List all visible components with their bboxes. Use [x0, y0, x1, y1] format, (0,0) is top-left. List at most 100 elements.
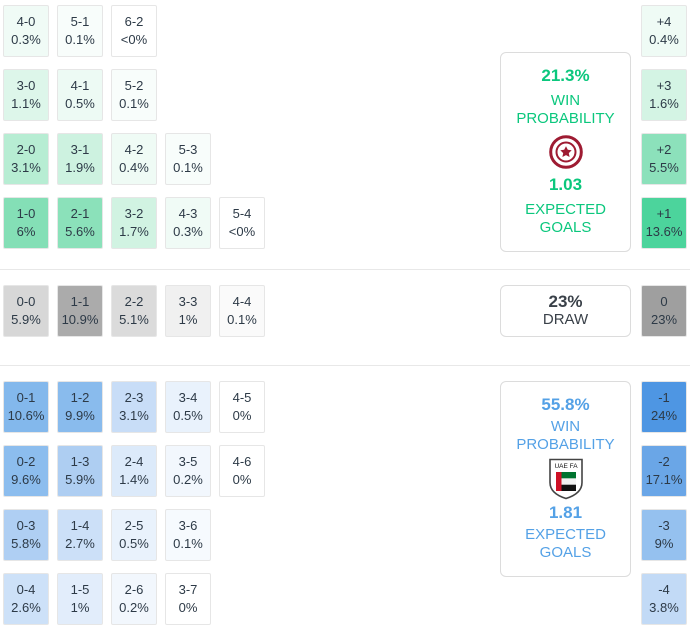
score: 3-0 [16, 78, 36, 94]
probability: 0% [232, 472, 252, 487]
score: 0-2 [16, 454, 36, 470]
probability: 1.6% [649, 96, 679, 111]
goal-margin-cell: +4 0.4% [641, 5, 687, 57]
away-expected-goals-value: 1.81 [548, 502, 583, 522]
score-cell: 4-4 0.1% [219, 285, 265, 337]
probability: 1.9% [65, 160, 95, 175]
probability: 0.1% [173, 160, 203, 175]
draw-panel: 23% DRAW [500, 285, 631, 337]
score-cell: 6-2 <0% [111, 5, 157, 57]
probability: 0.1% [65, 32, 95, 47]
score-cell: 2-3 3.1% [111, 381, 157, 433]
score: 0-4 [16, 582, 36, 598]
score-cell: 1-0 6% [3, 197, 49, 249]
score: 3-6 [178, 518, 198, 534]
home-score-grid: 4-0 0.3% 5-1 0.1% 6-2 <0% 3-0 1.1% 4-1 0… [3, 5, 265, 249]
score: 1-4 [70, 518, 90, 534]
margin: +1 [656, 206, 672, 222]
score: 2-3 [124, 390, 144, 406]
home-team-crest-icon [548, 135, 583, 169]
probability: 3.1% [119, 408, 149, 423]
score: 0-0 [16, 294, 36, 310]
probability: 23% [650, 312, 678, 327]
score: 1-5 [70, 582, 90, 598]
probability: 5.8% [11, 536, 41, 551]
score-cell: 2-2 5.1% [111, 285, 157, 337]
score-cell: 2-5 0.5% [111, 509, 157, 561]
score: 1-1 [70, 294, 90, 310]
margin: +4 [656, 14, 672, 30]
score-cell: 4-6 0% [219, 445, 265, 497]
goal-margin-cell: -3 9% [641, 509, 687, 561]
grid-row: 4-0 0.3% 5-1 0.1% 6-2 <0% [3, 5, 265, 57]
grid-row: 0-3 5.8% 1-4 2.7% 2-5 0.5% 3-6 0.1% [3, 509, 265, 561]
probability: 5.9% [65, 472, 95, 487]
score-cell: 3-2 1.7% [111, 197, 157, 249]
away-win-probability-value: 55.8% [541, 395, 590, 414]
probability: 2.7% [65, 536, 95, 551]
score: 5-3 [178, 142, 198, 158]
score: 2-4 [124, 454, 144, 470]
away-score-grid: 0-1 10.6% 1-2 9.9% 2-3 3.1% 3-4 0.5% 4-5… [3, 381, 265, 625]
score: 4-4 [232, 294, 252, 310]
probability: 1.4% [119, 472, 149, 487]
score-cell: 0-3 5.8% [3, 509, 49, 561]
goal-margin-cell: +3 1.6% [641, 69, 687, 121]
probability: 0.1% [119, 96, 149, 111]
score-cell: 5-3 0.1% [165, 133, 211, 185]
home-expected-goals-value: 1.03 [548, 174, 583, 194]
probability: 0.4% [119, 160, 149, 175]
margin: +2 [656, 142, 672, 158]
probability: 5.9% [11, 312, 41, 327]
grid-row: 0-2 9.6% 1-3 5.9% 2-4 1.4% 3-5 0.2% 4-6 … [3, 445, 265, 497]
probability: 13.6% [645, 224, 683, 239]
score-cell: 1-2 9.9% [57, 381, 103, 433]
score-cell: 2-6 0.2% [111, 573, 157, 625]
away-goal-margin-column: -1 24% -2 17.1% -3 9% -4 3.8% [641, 381, 687, 625]
grid-row: 0-1 10.6% 1-2 9.9% 2-3 3.1% 3-4 0.5% 4-5… [3, 381, 265, 433]
score: 3-4 [178, 390, 198, 406]
away-win-panel: 55.8% WIN PROBABILITY UAE FA 1.81 EXPECT… [500, 381, 631, 577]
probability: 1.1% [11, 96, 41, 111]
probability: 9% [654, 536, 674, 551]
grid-row: 3-0 1.1% 4-1 0.5% 5-2 0.1% [3, 69, 265, 121]
score: 3-1 [70, 142, 90, 158]
away-team-crest-icon: UAE FA [547, 458, 585, 500]
probability: 0.5% [119, 536, 149, 551]
score: 2-0 [16, 142, 36, 158]
score: 3-5 [178, 454, 198, 470]
away-win-probability-label: WIN PROBABILITY [516, 418, 615, 454]
draw-score-row: 0-0 5.9% 1-1 10.9% 2-2 5.1% 3-3 1% 4-4 0… [3, 285, 265, 337]
probability: 0% [178, 600, 198, 615]
score: 4-6 [232, 454, 252, 470]
probability: 3.8% [649, 600, 679, 615]
goal-margin-cell: -1 24% [641, 381, 687, 433]
score-cell: 3-6 0.1% [165, 509, 211, 561]
score: 5-4 [232, 206, 252, 222]
score: 1-0 [16, 206, 36, 222]
draw-label: DRAW [542, 311, 589, 329]
score-cell: 3-5 0.2% [165, 445, 211, 497]
score-cell: 4-1 0.5% [57, 69, 103, 121]
grid-row: 0-4 2.6% 1-5 1% 2-6 0.2% 3-7 0% [3, 573, 265, 625]
goal-margin-cell: -4 3.8% [641, 573, 687, 625]
score: 1-3 [70, 454, 90, 470]
score-cell: 5-4 <0% [219, 197, 265, 249]
probability: 5.5% [649, 160, 679, 175]
score-cell: 3-4 0.5% [165, 381, 211, 433]
probability: 10.6% [7, 408, 45, 423]
score-cell: 3-7 0% [165, 573, 211, 625]
probability: 0.3% [11, 32, 41, 47]
score-cell: 4-2 0.4% [111, 133, 157, 185]
probability: 5.6% [65, 224, 95, 239]
score-cell: 0-0 5.9% [3, 285, 49, 337]
draw-probability-value: 23% [548, 291, 583, 311]
margin: +3 [656, 78, 672, 94]
score-cell: 4-0 0.3% [3, 5, 49, 57]
score: 3-2 [124, 206, 144, 222]
goal-margin-cell: -2 17.1% [641, 445, 687, 497]
away-crest-text: UAE FA [554, 463, 578, 470]
score: 4-0 [16, 14, 36, 30]
probability: 0.1% [227, 312, 257, 327]
